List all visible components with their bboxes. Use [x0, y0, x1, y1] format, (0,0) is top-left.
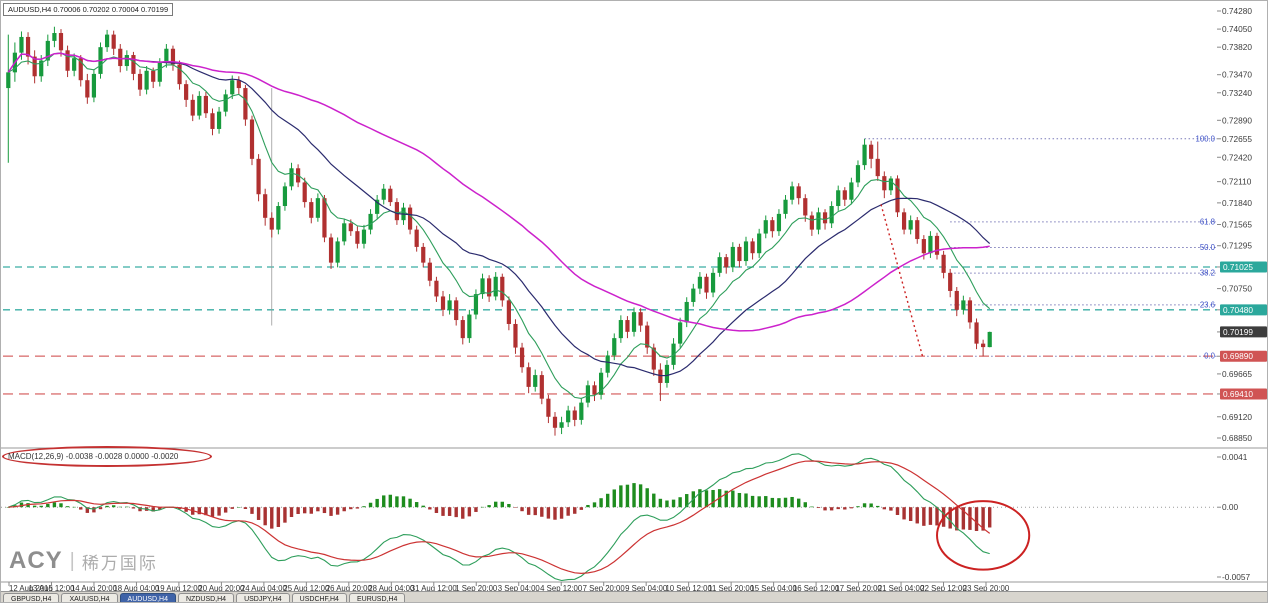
svg-text:1 Sep 20:00: 1 Sep 20:00: [455, 584, 498, 593]
ma-fast-line: [8, 52, 991, 399]
price-axis[interactable]: 0.74280 0.74050 0.73820 0.73470 0.73240 0.728…: [1195, 6, 1267, 582]
chart-tab-xauusd[interactable]: XAUUSD,H4: [61, 593, 118, 602]
macd-signal-line: [8, 460, 991, 575]
svg-text:0.72890: 0.72890: [1222, 115, 1252, 125]
svg-text:19 Aug 12:00: 19 Aug 12:00: [156, 584, 203, 593]
broker-logo-text: ACY: [9, 547, 63, 574]
svg-text:18 Aug 04:00: 18 Aug 04:00: [113, 584, 160, 593]
svg-text:0.71295: 0.71295: [1222, 241, 1252, 251]
macd-pane: [1, 453, 1217, 581]
svg-text:9 Sep 04:00: 9 Sep 04:00: [625, 584, 668, 593]
svg-text:0.73240: 0.73240: [1222, 88, 1252, 98]
svg-text:0.72420: 0.72420: [1222, 152, 1252, 162]
chart-tab-nzdusd[interactable]: NZDUSD,H4: [178, 593, 235, 602]
horizontal-level-lines[interactable]: [3, 266, 1217, 395]
svg-text:-0.0057: -0.0057: [1222, 572, 1251, 582]
svg-text:23 Sep 20:00: 23 Sep 20:00: [963, 584, 1010, 593]
symbol-ohlc-label: AUDUSD,H4 0.70006 0.70202 0.70004 0.7019…: [3, 3, 174, 16]
broker-watermark: ACY | 稀万国际: [9, 547, 158, 575]
watermark-separator: |: [69, 549, 75, 572]
svg-text:0.69410: 0.69410: [1223, 389, 1253, 399]
fibonacci-retracement[interactable]: [864, 138, 1217, 357]
svg-text:0.69890: 0.69890: [1223, 351, 1253, 361]
svg-text:15 Sep 04:00: 15 Sep 04:00: [750, 584, 797, 593]
svg-text:26 Aug 20:00: 26 Aug 20:00: [326, 584, 373, 593]
svg-text:23.6: 23.6: [1200, 300, 1215, 309]
macd-histogram: [6, 483, 992, 531]
svg-text:0.72655: 0.72655: [1222, 134, 1252, 144]
svg-text:4 Sep 12:00: 4 Sep 12:00: [540, 584, 583, 593]
macd-label-circle-annotation: [2, 446, 212, 467]
svg-text:21 Sep 04:00: 21 Sep 04:00: [878, 584, 925, 593]
svg-text:13 Aug 12:00: 13 Aug 12:00: [28, 584, 75, 593]
svg-text:0.68850: 0.68850: [1222, 433, 1252, 443]
svg-text:0.72110: 0.72110: [1222, 177, 1252, 187]
ma-mid-line: [7, 52, 991, 377]
svg-text:20 Aug 20:00: 20 Aug 20:00: [198, 584, 245, 593]
chart-tab-usdchf[interactable]: USDCHF,H4: [291, 593, 347, 602]
svg-text:38.2: 38.2: [1200, 269, 1215, 278]
svg-text:0.74280: 0.74280: [1222, 6, 1252, 16]
chart-tab-audusd[interactable]: AUDUSD,H4: [119, 593, 176, 602]
broker-chinese-name: 稀万国际: [81, 553, 158, 573]
svg-text:0.0041: 0.0041: [1222, 452, 1248, 462]
svg-text:0.74050: 0.74050: [1222, 24, 1252, 34]
svg-text:31 Aug 12:00: 31 Aug 12:00: [411, 584, 458, 593]
svg-text:0.0: 0.0: [1204, 352, 1216, 361]
svg-text:17 Sep 20:00: 17 Sep 20:00: [835, 584, 882, 593]
svg-text:14 Aug 20:00: 14 Aug 20:00: [71, 584, 118, 593]
svg-text:0.71565: 0.71565: [1222, 220, 1252, 230]
svg-text:0.69120: 0.69120: [1222, 412, 1252, 422]
svg-text:25 Aug 12:00: 25 Aug 12:00: [283, 584, 330, 593]
svg-text:11 Sep 20:00: 11 Sep 20:00: [708, 584, 754, 593]
macd-indicator-label: MACD(12,26,9) -0.0038 -0.0028 0.0000 -0.…: [8, 452, 179, 461]
chart-tab-gbpusd[interactable]: GBPUSD,H4: [3, 593, 60, 602]
svg-text:22 Sep 12:00: 22 Sep 12:00: [920, 584, 967, 593]
svg-text:16 Sep 12:00: 16 Sep 12:00: [793, 584, 840, 593]
svg-text:10 Sep 12:00: 10 Sep 12:00: [665, 584, 712, 593]
ma-slow-line: [7, 52, 990, 332]
macd-circle-annotation: [936, 500, 1031, 571]
svg-text:0.71840: 0.71840: [1222, 198, 1252, 208]
trendline-annotation[interactable]: [880, 204, 924, 357]
chart-tab-eurusd[interactable]: EURUSD,H4: [348, 593, 406, 602]
svg-text:50.0: 50.0: [1200, 243, 1216, 252]
svg-text:61.8: 61.8: [1200, 217, 1215, 226]
svg-text:0.73820: 0.73820: [1222, 42, 1252, 52]
main-pane: [3, 26, 1217, 436]
chart-tabs-bar: GBPUSD,H4 XAUUSD,H4 AUDUSD,H4 NZDUSD,H4 USDJ…: [1, 591, 1267, 602]
candlesticks-layer: [6, 26, 992, 436]
svg-text:3 Sep 04:00: 3 Sep 04:00: [498, 584, 541, 593]
svg-text:0.69665: 0.69665: [1222, 369, 1252, 379]
svg-text:0.70199: 0.70199: [1223, 327, 1253, 337]
svg-text:28 Aug 04:00: 28 Aug 04:00: [368, 584, 415, 593]
svg-text:0.70750: 0.70750: [1222, 284, 1252, 294]
svg-text:0.70480: 0.70480: [1223, 305, 1253, 315]
svg-text:12 Aug 2015: 12 Aug 2015: [9, 584, 53, 593]
svg-text:0.73470: 0.73470: [1222, 70, 1252, 80]
svg-text:100.0: 100.0: [1195, 134, 1215, 143]
svg-text:0.00: 0.00: [1222, 502, 1239, 512]
svg-text:7 Sep 20:00: 7 Sep 20:00: [583, 584, 626, 593]
svg-text:24 Aug 04:00: 24 Aug 04:00: [241, 584, 288, 593]
svg-text:0.71025: 0.71025: [1223, 262, 1253, 272]
chart-tab-usdjpy[interactable]: USDJPY,H4: [236, 593, 290, 602]
